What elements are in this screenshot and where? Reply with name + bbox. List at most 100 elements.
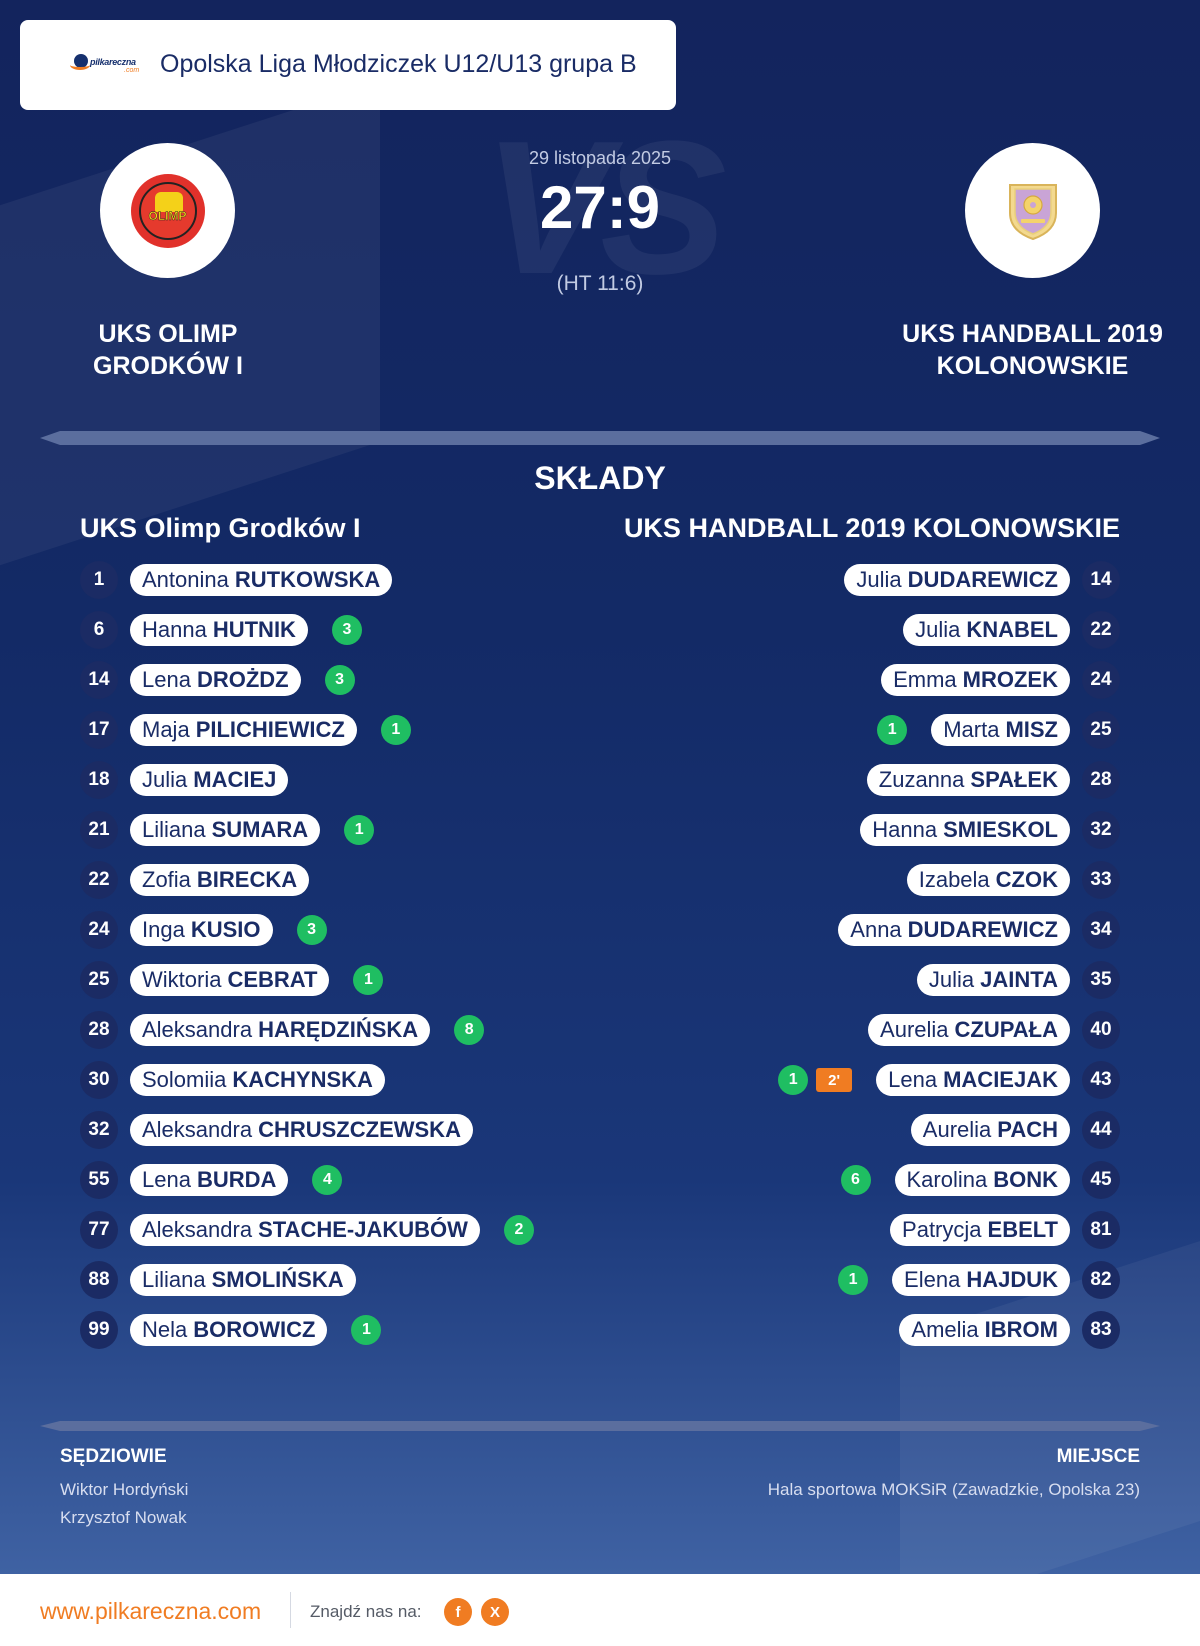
- player-name[interactable]: Anna DUDAREWICZ: [838, 914, 1070, 946]
- player-name[interactable]: Hanna HUTNIK: [130, 614, 308, 646]
- player-row: Julia DUDAREWICZ 14: [600, 555, 1120, 605]
- player-row: Zuzanna SPAŁEK 28: [600, 755, 1120, 805]
- player-number: 83: [1082, 1311, 1120, 1349]
- player-row: 1 Marta MISZ 25: [600, 705, 1120, 755]
- player-row: Patrycja EBELT 81: [600, 1205, 1120, 1255]
- player-last-name: DUDAREWICZ: [907, 567, 1058, 592]
- player-last-name: BOROWICZ: [193, 1317, 316, 1342]
- player-name[interactable]: Wiktoria CEBRAT: [130, 964, 330, 996]
- player-first-name: Liliana: [142, 1267, 206, 1292]
- player-last-name: IBROM: [984, 1317, 1058, 1342]
- footer: www.pilkareczna.com Znajdź nas na: f X: [0, 1574, 1200, 1646]
- player-last-name: MROZEK: [962, 667, 1058, 692]
- player-name[interactable]: Solomiia KACHYNSKA: [130, 1064, 385, 1096]
- player-name[interactable]: Amelia IBROM: [899, 1314, 1070, 1346]
- league-header: pilkareczna .com Opolska Liga Młodziczek…: [20, 20, 676, 110]
- goals-badge: 1: [778, 1065, 809, 1095]
- venue-label: MIEJSCE: [1056, 1446, 1140, 1467]
- site-link[interactable]: www.pilkareczna.com: [40, 1598, 262, 1624]
- player-name[interactable]: Maja PILICHIEWICZ: [130, 714, 357, 746]
- player-name[interactable]: Karolina BONK: [894, 1164, 1070, 1196]
- player-name[interactable]: Aleksandra HARĘDZIŃSKA: [130, 1014, 431, 1046]
- goals-badge: 1: [838, 1265, 869, 1295]
- player-name[interactable]: Patrycja EBELT: [890, 1214, 1070, 1246]
- player-name[interactable]: Julia DUDAREWICZ: [844, 564, 1070, 596]
- player-name[interactable]: Aleksandra CHRUSZCZEWSKA: [130, 1114, 473, 1146]
- player-last-name: SPAŁEK: [970, 767, 1058, 792]
- player-name[interactable]: Zofia BIRECKA: [130, 864, 310, 896]
- player-name[interactable]: Julia JAINTA: [916, 964, 1070, 996]
- halftime-score: (HT 11:6): [556, 272, 644, 295]
- player-number: 21: [80, 811, 118, 849]
- player-number: 35: [1082, 961, 1120, 999]
- player-name[interactable]: Elena HAJDUK: [892, 1264, 1070, 1296]
- lineups-title: SKŁADY: [534, 460, 666, 496]
- player-name[interactable]: Antonina RUTKOWSKA: [130, 564, 393, 596]
- player-name[interactable]: Lena BURDA: [130, 1164, 289, 1196]
- player-last-name: CEBRAT: [227, 967, 318, 992]
- player-last-name: SMOLIŃSKA: [211, 1267, 344, 1292]
- x-icon[interactable]: X: [481, 1598, 509, 1626]
- pilkareczna-logo[interactable]: pilkareczna .com: [68, 50, 143, 84]
- player-name[interactable]: Nela BOROWICZ: [130, 1314, 328, 1346]
- player-name[interactable]: Lena MACIEJAK: [876, 1064, 1070, 1096]
- player-number: 28: [80, 1011, 118, 1049]
- player-number: 55: [80, 1161, 118, 1199]
- goals-badge: 3: [296, 915, 327, 945]
- olimp-crest-icon: OLIMP: [130, 173, 205, 248]
- player-name[interactable]: Liliana SMOLIŃSKA: [130, 1264, 356, 1296]
- player-name[interactable]: Aleksandra STACHE-JAKUBÓW: [130, 1214, 480, 1246]
- player-name[interactable]: Aurelia CZUPAŁA: [868, 1014, 1070, 1046]
- player-name[interactable]: Izabela CZOK: [906, 864, 1070, 896]
- player-number: 33: [1082, 861, 1120, 899]
- player-last-name: SMIESKOL: [943, 817, 1058, 842]
- player-name[interactable]: Aurelia PACH: [910, 1114, 1070, 1146]
- player-first-name: Wiktoria: [142, 967, 222, 992]
- player-last-name: HUTNIK: [212, 617, 296, 642]
- player-name[interactable]: Hanna SMIESKOL: [860, 814, 1070, 846]
- goals-badge: 6: [840, 1165, 871, 1195]
- player-number: 28: [1082, 761, 1120, 799]
- facebook-icon[interactable]: f: [444, 1598, 472, 1626]
- player-name[interactable]: Julia MACIEJ: [130, 764, 289, 796]
- player-number: 6: [80, 611, 118, 649]
- player-first-name: Emma: [893, 667, 957, 692]
- player-last-name: BONK: [993, 1167, 1058, 1192]
- section-divider: [40, 431, 1160, 445]
- player-first-name: Amelia: [911, 1317, 979, 1342]
- player-row: 17 Maja PILICHIEWICZ 1: [80, 705, 600, 755]
- player-first-name: Aurelia: [880, 1017, 949, 1042]
- venue-text: Hala sportowa MOKSiR (Zawadzkie, Opolska…: [767, 1480, 1140, 1499]
- player-name[interactable]: Liliana SUMARA: [130, 814, 321, 846]
- brand-wordmark: pilkareczna: [90, 57, 136, 67]
- player-name[interactable]: Inga KUSIO: [130, 914, 273, 946]
- player-number: 25: [1082, 711, 1120, 749]
- player-number: 17: [80, 711, 118, 749]
- player-row: 1 Elena HAJDUK 82: [600, 1255, 1120, 1305]
- player-first-name: Izabela: [918, 867, 990, 892]
- player-number: 14: [80, 661, 118, 699]
- player-row: 6 Hanna HUTNIK 3: [80, 605, 600, 655]
- player-row: Julia KNABEL 22: [600, 605, 1120, 655]
- player-last-name: MACIEJ: [193, 767, 277, 792]
- player-first-name: Hanna: [872, 817, 938, 842]
- player-number: 43: [1082, 1061, 1120, 1099]
- player-row: 24 Inga KUSIO 3: [80, 905, 600, 955]
- goals-badge: 1: [344, 815, 375, 845]
- player-row: 30 Solomiia KACHYNSKA: [80, 1055, 600, 1105]
- player-name[interactable]: Marta MISZ: [931, 714, 1070, 746]
- player-name[interactable]: Zuzanna SPAŁEK: [866, 764, 1070, 796]
- player-row: 1 2' Lena MACIEJAK 43: [600, 1055, 1120, 1105]
- goals-badge: 2: [503, 1215, 534, 1245]
- player-row: 55 Lena BURDA 4: [80, 1155, 600, 1205]
- home-team-logo: OLIMP: [100, 143, 235, 278]
- player-number: 24: [80, 911, 118, 949]
- player-first-name: Lena: [888, 1067, 938, 1092]
- player-first-name: Aurelia: [922, 1117, 992, 1142]
- player-name[interactable]: Emma MROZEK: [881, 664, 1070, 696]
- player-name[interactable]: Julia KNABEL: [903, 614, 1070, 646]
- home-lineup: 1 Antonina RUTKOWSKA 6 Hanna HUTNIK 3 14 Lena DRO…: [80, 555, 600, 1355]
- final-score: 27:9: [539, 174, 661, 241]
- player-number: 18: [80, 761, 118, 799]
- player-name[interactable]: Lena DROŻDZ: [130, 664, 301, 696]
